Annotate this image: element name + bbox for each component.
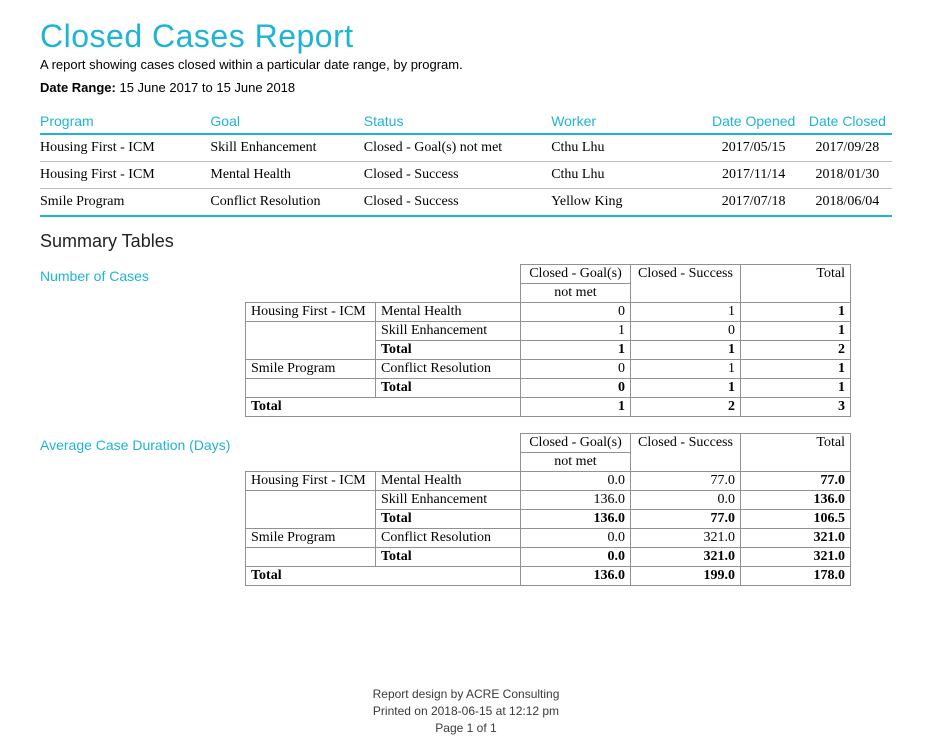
summary-cell: 1 <box>741 360 851 379</box>
table-row: Total136.0199.0178.0 <box>246 567 851 586</box>
summary-cell: 1 <box>521 398 631 417</box>
cases-cell: Smile Program <box>40 189 210 217</box>
cases-cell: Mental Health <box>210 162 363 189</box>
footer-line-design: Report design by ACRE Consulting <box>40 686 892 703</box>
summary-cell: 136.0 <box>521 510 631 529</box>
footer-line-page: Page 1 of 1 <box>40 720 892 737</box>
summary-cell: 136.0 <box>521 491 631 510</box>
summary-cell: 3 <box>741 398 851 417</box>
table-row: Total112 <box>246 341 851 360</box>
number-of-cases-label: Number of Cases <box>40 264 245 284</box>
table-row: Skill Enhancement136.00.0136.0 <box>246 491 851 510</box>
number-of-cases-table: Closed - Goal(s)Closed - SuccessTotalnot… <box>245 264 851 417</box>
cases-col-header: Status <box>364 109 551 134</box>
cases-cell: 2017/09/28 <box>807 134 892 162</box>
summary-cell: 0.0 <box>521 472 631 491</box>
footer-line-printed: Printed on 2018-06-15 at 12:12 pm <box>40 703 892 720</box>
summary-cell: 2 <box>631 398 741 417</box>
summary-cell: 77.0 <box>741 472 851 491</box>
report-subtitle: A report showing cases closed within a p… <box>40 57 892 72</box>
cases-cell: 2017/05/15 <box>705 134 807 162</box>
cases-col-header: Date Closed <box>807 109 892 134</box>
summary-cell: 0 <box>521 360 631 379</box>
date-range-value: 15 June 2017 to 15 June 2018 <box>119 80 295 95</box>
summary-cell: 77.0 <box>631 472 741 491</box>
summary-cell: 1 <box>521 341 631 360</box>
summary-cell: 77.0 <box>631 510 741 529</box>
summary-cell: 1 <box>741 379 851 398</box>
cases-cell: Conflict Resolution <box>210 189 363 217</box>
cases-cell: Closed - Success <box>364 189 551 217</box>
avg-duration-table: Closed - Goal(s)Closed - SuccessTotalnot… <box>245 433 851 586</box>
cases-cell: Yellow King <box>551 189 704 217</box>
cases-cell: Housing First - ICM <box>40 162 210 189</box>
cases-col-header: Date Opened <box>705 109 807 134</box>
cases-col-header: Worker <box>551 109 704 134</box>
cases-table: ProgramGoalStatusWorkerDate OpenedDate C… <box>40 109 892 217</box>
summary-cell: 1 <box>631 303 741 322</box>
summary-cell: 1 <box>631 360 741 379</box>
summary-cell: 0.0 <box>521 548 631 567</box>
cases-cell: Cthu Lhu <box>551 162 704 189</box>
summary-cell: 1 <box>741 303 851 322</box>
summary-cell: 199.0 <box>631 567 741 586</box>
summary-cell: 0 <box>631 322 741 341</box>
cases-cell: Closed - Goal(s) not met <box>364 134 551 162</box>
cases-cell: Cthu Lhu <box>551 134 704 162</box>
cases-cell: Housing First - ICM <box>40 134 210 162</box>
table-row: Total011 <box>246 379 851 398</box>
avg-duration-block: Average Case Duration (Days) Closed - Go… <box>40 433 892 586</box>
table-row: Smile ProgramConflict Resolution0.0321.0… <box>246 529 851 548</box>
summary-cell: 321.0 <box>741 548 851 567</box>
summary-cell: 0.0 <box>521 529 631 548</box>
avg-duration-label: Average Case Duration (Days) <box>40 433 245 453</box>
date-range: Date Range: 15 June 2017 to 15 June 2018 <box>40 80 892 95</box>
summary-cell: 1 <box>741 322 851 341</box>
table-row: Skill Enhancement101 <box>246 322 851 341</box>
summary-cell: 1 <box>521 322 631 341</box>
table-row: Housing First - ICMSkill EnhancementClos… <box>40 134 892 162</box>
summary-cell: 2 <box>741 341 851 360</box>
table-row: Housing First - ICMMental HealthClosed -… <box>40 162 892 189</box>
cases-cell: 2018/01/30 <box>807 162 892 189</box>
cases-col-header: Program <box>40 109 210 134</box>
cases-cell: 2018/06/04 <box>807 189 892 217</box>
table-row: Smile ProgramConflict Resolution011 <box>246 360 851 379</box>
cases-col-header: Goal <box>210 109 363 134</box>
number-of-cases-block: Number of Cases Closed - Goal(s)Closed -… <box>40 264 892 417</box>
summary-cell: 321.0 <box>741 529 851 548</box>
summary-heading: Summary Tables <box>40 231 892 252</box>
table-row: Smile ProgramConflict ResolutionClosed -… <box>40 189 892 217</box>
table-row: Total123 <box>246 398 851 417</box>
summary-cell: 136.0 <box>521 567 631 586</box>
table-row: Total0.0321.0321.0 <box>246 548 851 567</box>
date-range-label: Date Range: <box>40 80 116 95</box>
summary-cell: 106.5 <box>741 510 851 529</box>
table-row: Housing First - ICMMental Health011 <box>246 303 851 322</box>
cases-cell: Closed - Success <box>364 162 551 189</box>
report-footer: Report design by ACRE Consulting Printed… <box>40 686 892 736</box>
summary-cell: 136.0 <box>741 491 851 510</box>
summary-cell: 0 <box>521 379 631 398</box>
cases-cell: 2017/11/14 <box>705 162 807 189</box>
cases-cell: 2017/07/18 <box>705 189 807 217</box>
summary-cell: 0.0 <box>631 491 741 510</box>
summary-cell: 321.0 <box>631 529 741 548</box>
cases-cell: Skill Enhancement <box>210 134 363 162</box>
summary-cell: 1 <box>631 379 741 398</box>
table-row: Total136.077.0106.5 <box>246 510 851 529</box>
summary-cell: 0 <box>521 303 631 322</box>
summary-cell: 1 <box>631 341 741 360</box>
summary-cell: 178.0 <box>741 567 851 586</box>
report-title: Closed Cases Report <box>40 18 892 55</box>
summary-cell: 321.0 <box>631 548 741 567</box>
table-row: Housing First - ICMMental Health0.077.07… <box>246 472 851 491</box>
